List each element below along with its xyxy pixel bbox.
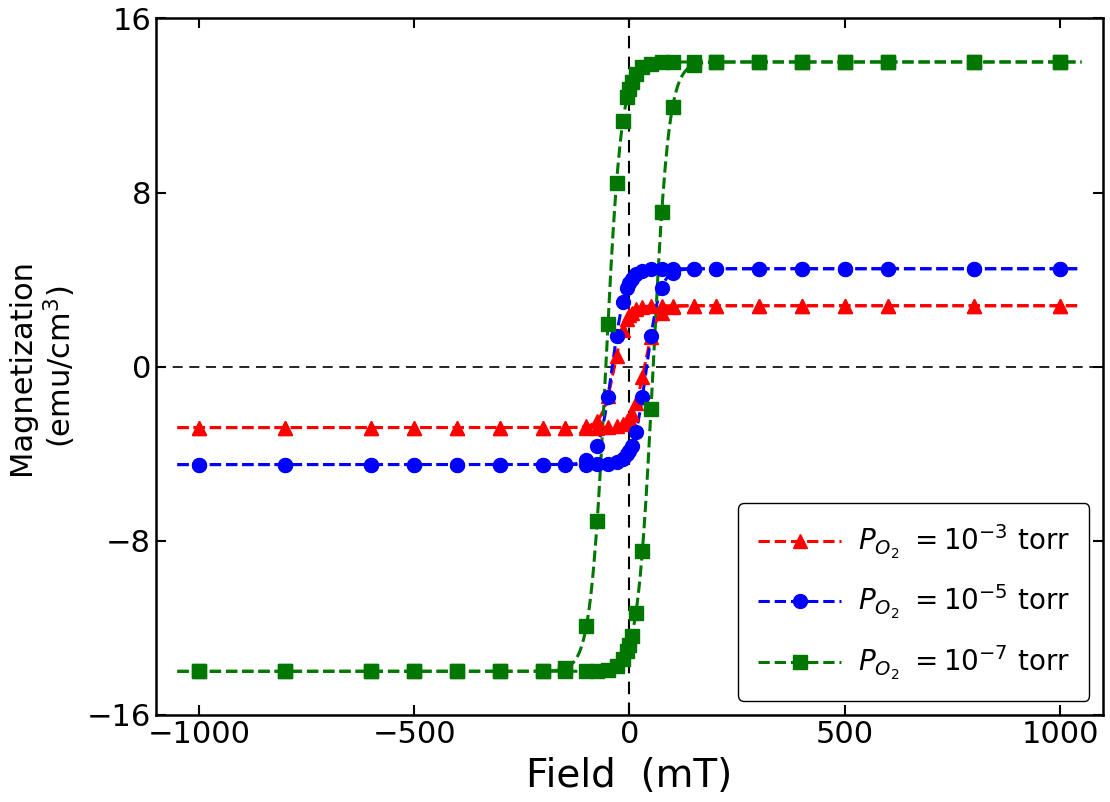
X-axis label: Field  (mT): Field (mT)	[526, 757, 733, 795]
Y-axis label: Magnetization
(emu/cm$^3$): Magnetization (emu/cm$^3$)	[7, 259, 79, 475]
Legend: $P_{O_2}\ =10^{-3}\ \mathrm{torr}$, $P_{O_2}\ =10^{-5}\ \mathrm{torr}$, $P_{O_2}: $P_{O_2}\ =10^{-3}\ \mathrm{torr}$, $P_{…	[738, 504, 1089, 701]
